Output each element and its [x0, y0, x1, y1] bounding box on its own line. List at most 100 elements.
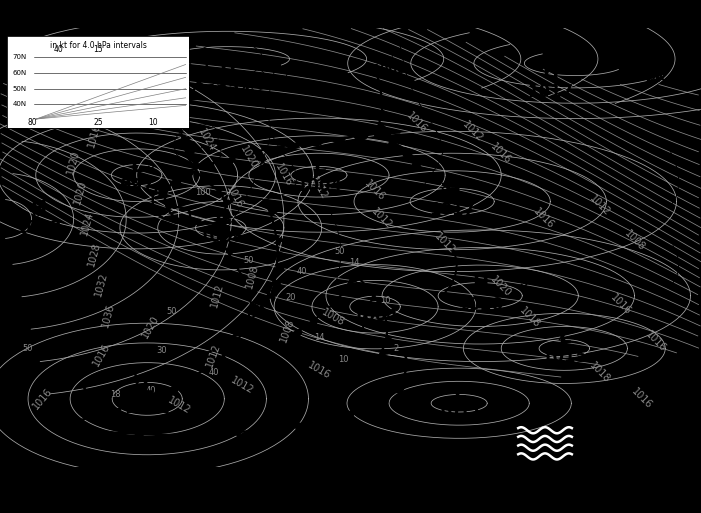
Text: H: H: [542, 63, 559, 82]
Text: 1008: 1008: [372, 64, 407, 76]
Polygon shape: [375, 298, 384, 304]
Text: 10: 10: [381, 295, 390, 305]
Text: 1016: 1016: [629, 387, 653, 411]
Text: 1024: 1024: [80, 210, 95, 236]
Polygon shape: [155, 435, 164, 439]
Text: H: H: [444, 181, 461, 200]
Text: 1012: 1012: [433, 231, 457, 255]
Text: 1012: 1012: [587, 193, 611, 218]
Polygon shape: [357, 372, 366, 378]
Polygon shape: [385, 337, 393, 343]
Polygon shape: [183, 108, 192, 114]
Text: 1024: 1024: [196, 127, 217, 153]
Text: 1008: 1008: [278, 318, 297, 344]
Polygon shape: [69, 420, 80, 426]
Polygon shape: [379, 84, 387, 90]
Polygon shape: [380, 398, 388, 403]
Text: 2: 2: [393, 344, 399, 353]
Text: 1008: 1008: [320, 307, 346, 328]
Polygon shape: [233, 432, 242, 437]
Polygon shape: [290, 329, 301, 337]
Polygon shape: [234, 262, 243, 268]
Polygon shape: [182, 135, 191, 143]
Polygon shape: [376, 133, 390, 138]
Polygon shape: [268, 210, 278, 215]
Polygon shape: [175, 435, 184, 439]
Polygon shape: [272, 279, 280, 285]
Text: 1020: 1020: [457, 295, 503, 313]
Polygon shape: [395, 385, 404, 392]
Text: 1016: 1016: [30, 386, 54, 411]
Text: 60N: 60N: [13, 70, 27, 76]
Polygon shape: [354, 134, 368, 140]
Text: 1016: 1016: [306, 360, 332, 381]
Polygon shape: [374, 131, 386, 139]
Polygon shape: [275, 265, 284, 271]
Polygon shape: [202, 68, 212, 74]
Text: metoffice.gov: metoffice.gov: [582, 452, 634, 462]
Polygon shape: [186, 376, 196, 382]
Text: 1012: 1012: [229, 375, 255, 396]
Text: L: L: [141, 379, 154, 398]
Text: 1038: 1038: [15, 219, 62, 237]
Polygon shape: [257, 306, 266, 312]
Text: 40: 40: [209, 368, 219, 377]
Polygon shape: [248, 288, 257, 295]
Polygon shape: [273, 223, 282, 229]
Polygon shape: [349, 274, 358, 282]
Polygon shape: [387, 323, 395, 329]
Text: 1004: 1004: [296, 177, 342, 195]
Text: 1032: 1032: [94, 271, 109, 298]
Polygon shape: [203, 366, 212, 372]
Polygon shape: [402, 373, 410, 381]
Text: 40: 40: [53, 45, 63, 54]
Polygon shape: [273, 338, 285, 345]
Text: 1001: 1001: [631, 70, 666, 83]
Text: L: L: [215, 207, 227, 226]
Polygon shape: [209, 54, 219, 61]
Polygon shape: [355, 275, 365, 280]
Polygon shape: [150, 393, 160, 400]
Polygon shape: [193, 219, 203, 224]
Text: 1016: 1016: [91, 342, 112, 368]
Polygon shape: [381, 97, 389, 103]
Polygon shape: [247, 319, 256, 324]
Polygon shape: [226, 249, 236, 255]
Polygon shape: [181, 122, 190, 128]
Text: H: H: [472, 275, 489, 294]
Text: 1016: 1016: [531, 207, 555, 231]
Polygon shape: [165, 204, 174, 210]
Polygon shape: [185, 149, 195, 156]
Text: 1017: 1017: [527, 83, 573, 101]
Text: 1016: 1016: [405, 110, 429, 135]
Text: 40: 40: [297, 267, 306, 276]
Polygon shape: [252, 430, 261, 435]
Text: 1020: 1020: [73, 180, 88, 206]
Polygon shape: [407, 361, 413, 369]
Text: 1008: 1008: [622, 229, 646, 253]
Polygon shape: [224, 213, 232, 220]
Polygon shape: [200, 163, 214, 169]
Text: 1016: 1016: [224, 184, 245, 210]
Polygon shape: [217, 227, 227, 233]
Text: 50: 50: [335, 247, 345, 256]
Text: H: H: [219, 63, 236, 82]
Polygon shape: [111, 408, 121, 415]
Polygon shape: [278, 251, 285, 258]
Text: 1012: 1012: [165, 395, 192, 416]
Polygon shape: [191, 163, 201, 169]
Text: H: H: [644, 67, 660, 86]
Text: 1016: 1016: [87, 123, 102, 149]
Text: 1016: 1016: [273, 162, 294, 188]
Polygon shape: [363, 404, 372, 409]
Text: 1016: 1016: [363, 179, 387, 203]
Polygon shape: [195, 81, 205, 88]
Text: 1016: 1016: [608, 292, 632, 317]
Text: 18: 18: [110, 390, 121, 399]
Text: 10: 10: [148, 118, 158, 127]
Polygon shape: [233, 330, 243, 336]
Text: L: L: [369, 286, 381, 305]
Polygon shape: [331, 137, 345, 143]
Text: 1020: 1020: [489, 275, 513, 299]
Polygon shape: [272, 427, 280, 432]
